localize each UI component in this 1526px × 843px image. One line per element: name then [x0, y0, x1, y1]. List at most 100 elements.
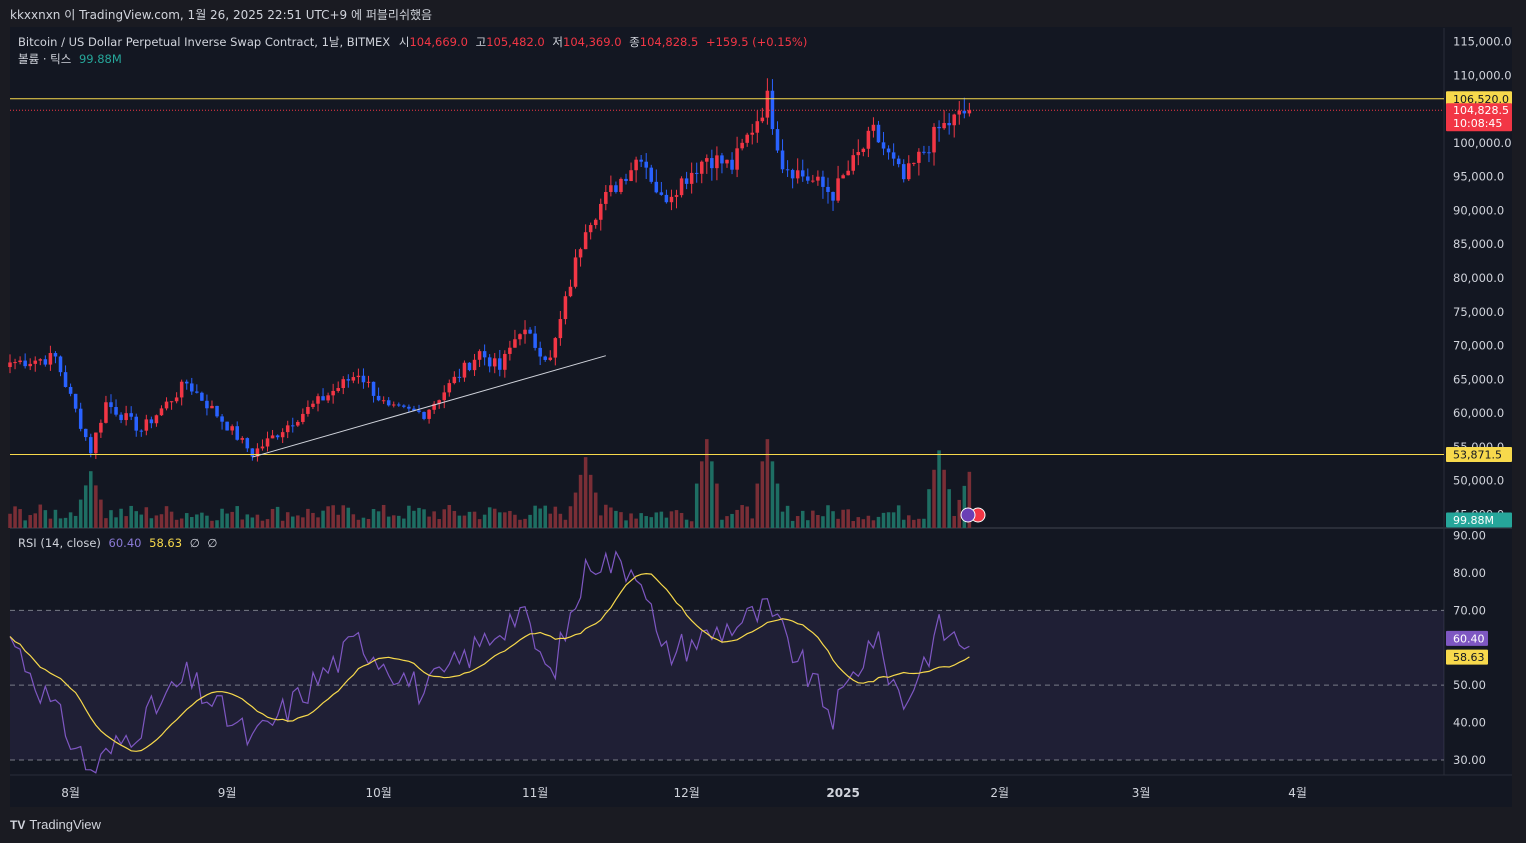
candle-body: [437, 400, 441, 404]
candle-body: [316, 396, 320, 404]
volume-bar: [376, 511, 381, 528]
volume-bar: [290, 516, 295, 528]
volume-bar: [836, 518, 840, 528]
candle-body: [190, 383, 194, 392]
volume-bar: [78, 499, 83, 528]
rsi-value-badge: 60.40: [1453, 632, 1485, 645]
volume-bar: [775, 483, 780, 528]
candle-body: [962, 110, 967, 114]
volume-bar: [578, 474, 583, 528]
candle-body: [634, 159, 638, 171]
candle-body: [533, 333, 537, 348]
candle-body: [89, 437, 93, 454]
candle-body: [265, 438, 270, 447]
candle-body: [326, 395, 330, 401]
candle-body: [609, 185, 613, 192]
volume-bar: [901, 519, 906, 528]
event-marker-icon[interactable]: [960, 507, 976, 523]
candle-body: [765, 90, 770, 118]
volume-bar: [220, 508, 224, 528]
price-tick-label: 60,000.0: [1453, 406, 1504, 420]
candle-body: [48, 353, 53, 365]
candle-body: [417, 410, 421, 412]
volume-bar: [452, 510, 457, 528]
volume-bar: [558, 513, 563, 528]
candle-body: [912, 162, 916, 164]
candle-body: [795, 170, 800, 179]
volume-bar: [114, 517, 118, 528]
volume-bar: [649, 517, 654, 528]
volume-bar: [689, 521, 694, 528]
volume-bar: [800, 510, 805, 528]
volume-bar: [684, 519, 689, 528]
candle-body: [457, 376, 462, 378]
volume-bar: [498, 512, 502, 528]
high-value: 105,482.0: [486, 35, 545, 49]
volume-bar: [639, 513, 643, 528]
candle-body: [119, 414, 123, 421]
candle-body: [129, 413, 133, 417]
volume-bar: [593, 492, 598, 528]
candle-body: [699, 161, 704, 174]
volume-bar: [427, 516, 431, 528]
volume-bar: [730, 513, 734, 528]
open-value: 104,669.0: [409, 35, 468, 49]
volume-bar: [397, 515, 401, 528]
candle-body: [689, 172, 694, 184]
volume-bar: [134, 511, 138, 528]
candle-body: [109, 402, 113, 408]
trendline[interactable]: [252, 355, 606, 458]
candle-body: [13, 362, 17, 364]
volume-bar: [715, 483, 719, 528]
candle-body: [78, 408, 83, 429]
rsi-extra-1: ∅: [189, 536, 200, 550]
candle-body: [917, 151, 921, 163]
volume-bar: [821, 516, 825, 528]
candle-body: [548, 357, 553, 360]
candle-body: [134, 416, 138, 431]
volume-bar: [94, 485, 98, 528]
candle-body: [422, 411, 426, 419]
volume-bar: [891, 512, 896, 528]
open-label: 시: [398, 35, 410, 49]
candle-body: [240, 438, 245, 440]
candle-body: [356, 375, 361, 378]
candle-body: [624, 178, 628, 182]
candle-body: [710, 158, 714, 169]
candle-body: [760, 117, 765, 122]
candle-body: [447, 383, 452, 393]
candle-body: [644, 161, 648, 168]
candle-body: [290, 425, 295, 427]
volume-bar: [270, 508, 275, 528]
close-value: 104,828.5: [639, 35, 699, 49]
rsi-value-badge-bg: [1446, 630, 1488, 646]
candle-body: [856, 151, 861, 156]
volume-bar: [437, 519, 441, 528]
candle-body: [583, 232, 588, 250]
volume-bar: [947, 489, 951, 528]
candle-body: [200, 392, 204, 401]
volume-bar: [119, 508, 123, 528]
last-price-badge-bg: [1446, 103, 1512, 132]
candle-body: [674, 195, 679, 197]
time-axis-label: 9월: [218, 786, 237, 800]
volume-bar: [710, 461, 714, 528]
candle-body: [821, 176, 825, 187]
volume-bar: [169, 511, 174, 528]
candle-body: [508, 347, 512, 354]
candle-body: [775, 129, 780, 151]
candle-body: [811, 180, 815, 182]
last-price-badge: 104,828.5: [1453, 104, 1509, 117]
candle-body: [270, 435, 275, 439]
candle-body: [341, 379, 346, 389]
footer-brand[interactable]: TV TradingView: [10, 817, 101, 832]
candle-body: [967, 110, 972, 114]
volume-label: 볼륨 · 틱스: [18, 52, 72, 66]
resistance-badge: 106,520.0: [1453, 93, 1509, 106]
volume-bar: [341, 505, 346, 528]
candle-body: [18, 360, 22, 363]
candle-body: [159, 408, 164, 416]
chart-frame[interactable]: [10, 27, 1512, 807]
change-value: +159.5 (+0.15%): [705, 35, 808, 49]
